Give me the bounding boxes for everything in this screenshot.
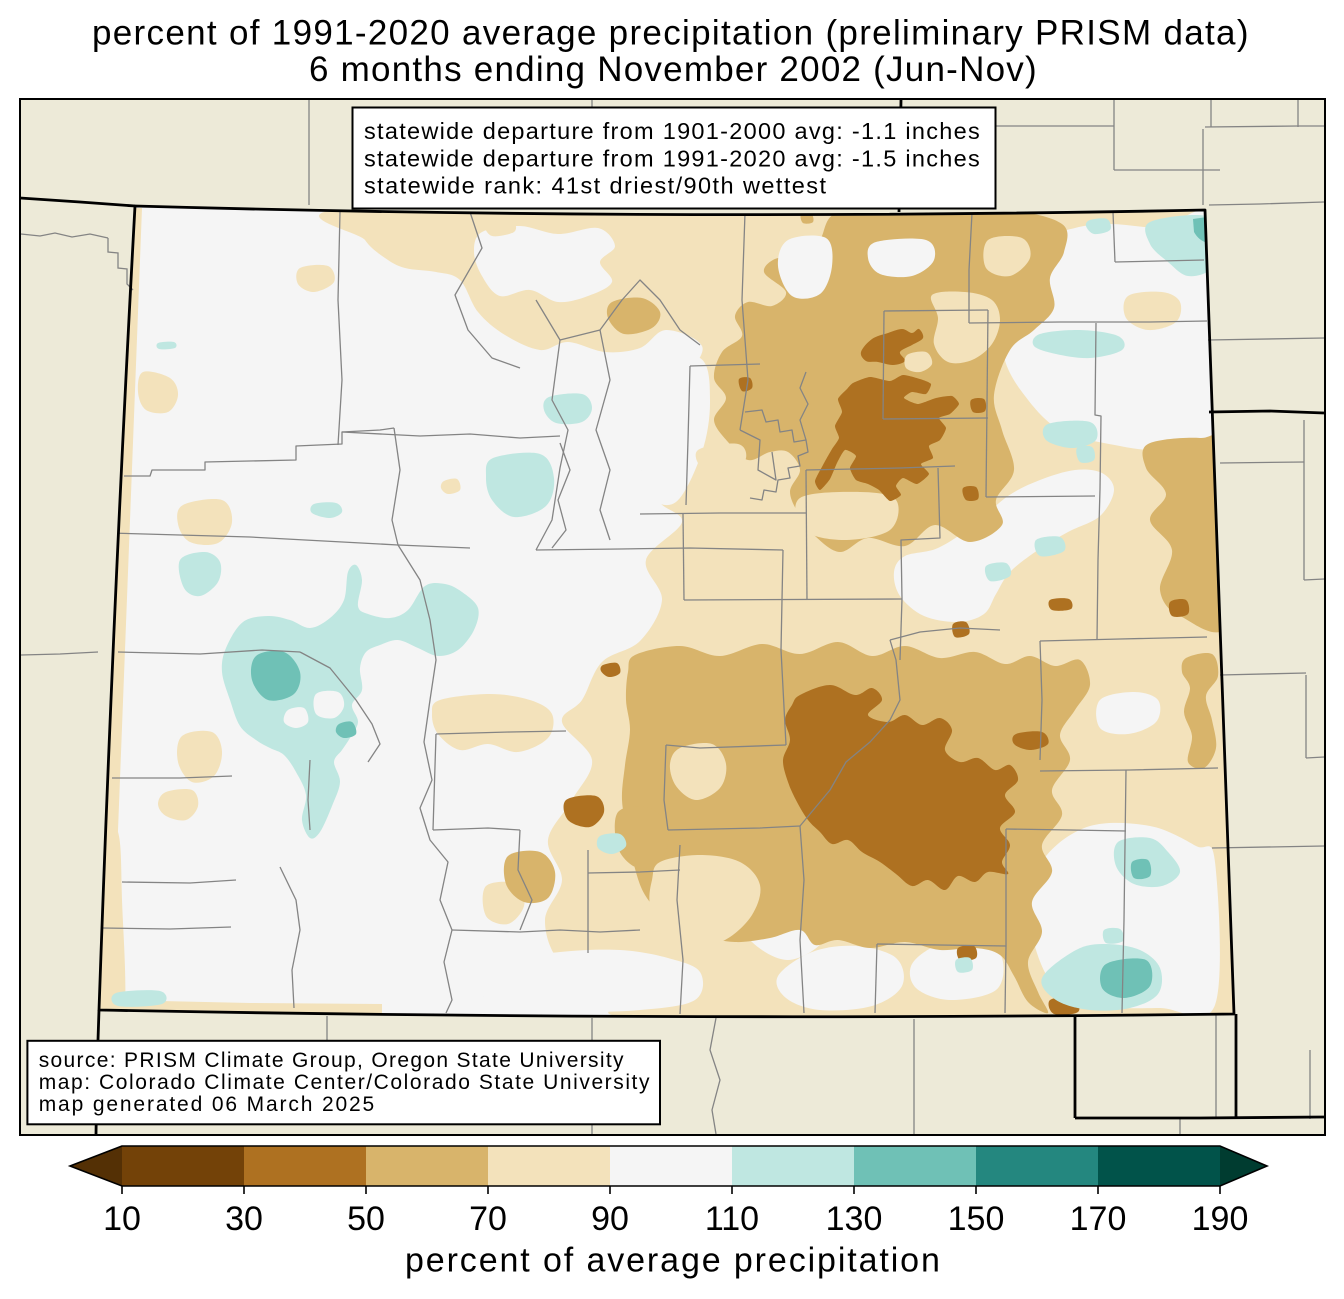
svg-text:map generated 06 March 2025: map generated 06 March 2025 [39,1093,376,1116]
svg-text:110: 110 [705,1200,759,1238]
svg-text:statewide rank: 41st driest/90: statewide rank: 41st driest/90th wettest [364,173,827,199]
svg-text:percent of average precipitati: percent of average precipitation [405,1242,942,1280]
svg-text:130: 130 [826,1200,883,1238]
svg-text:6 months ending November 2002: 6 months ending November 2002 (Jun-Nov) [309,50,1038,89]
svg-text:percent of 1991-2020 average p: percent of 1991-2020 average precipitati… [92,14,1250,53]
svg-text:30: 30 [225,1200,263,1238]
svg-text:50: 50 [347,1200,385,1238]
svg-text:90: 90 [591,1200,629,1238]
svg-text:10: 10 [103,1200,141,1238]
svg-text:map: Colorado Climate Center/C: map: Colorado Climate Center/Colorado St… [39,1071,651,1094]
svg-text:statewide departure from 1901-: statewide departure from 1901-2000 avg: … [364,118,981,144]
svg-text:statewide departure from 1991-: statewide departure from 1991-2020 avg: … [364,145,981,171]
svg-text:70: 70 [469,1200,507,1238]
svg-text:190: 190 [1192,1200,1249,1238]
svg-text:150: 150 [948,1200,1005,1238]
svg-text:170: 170 [1070,1200,1127,1238]
svg-text:source: PRISM Climate Group, O: source: PRISM Climate Group, Oregon Stat… [39,1049,625,1072]
